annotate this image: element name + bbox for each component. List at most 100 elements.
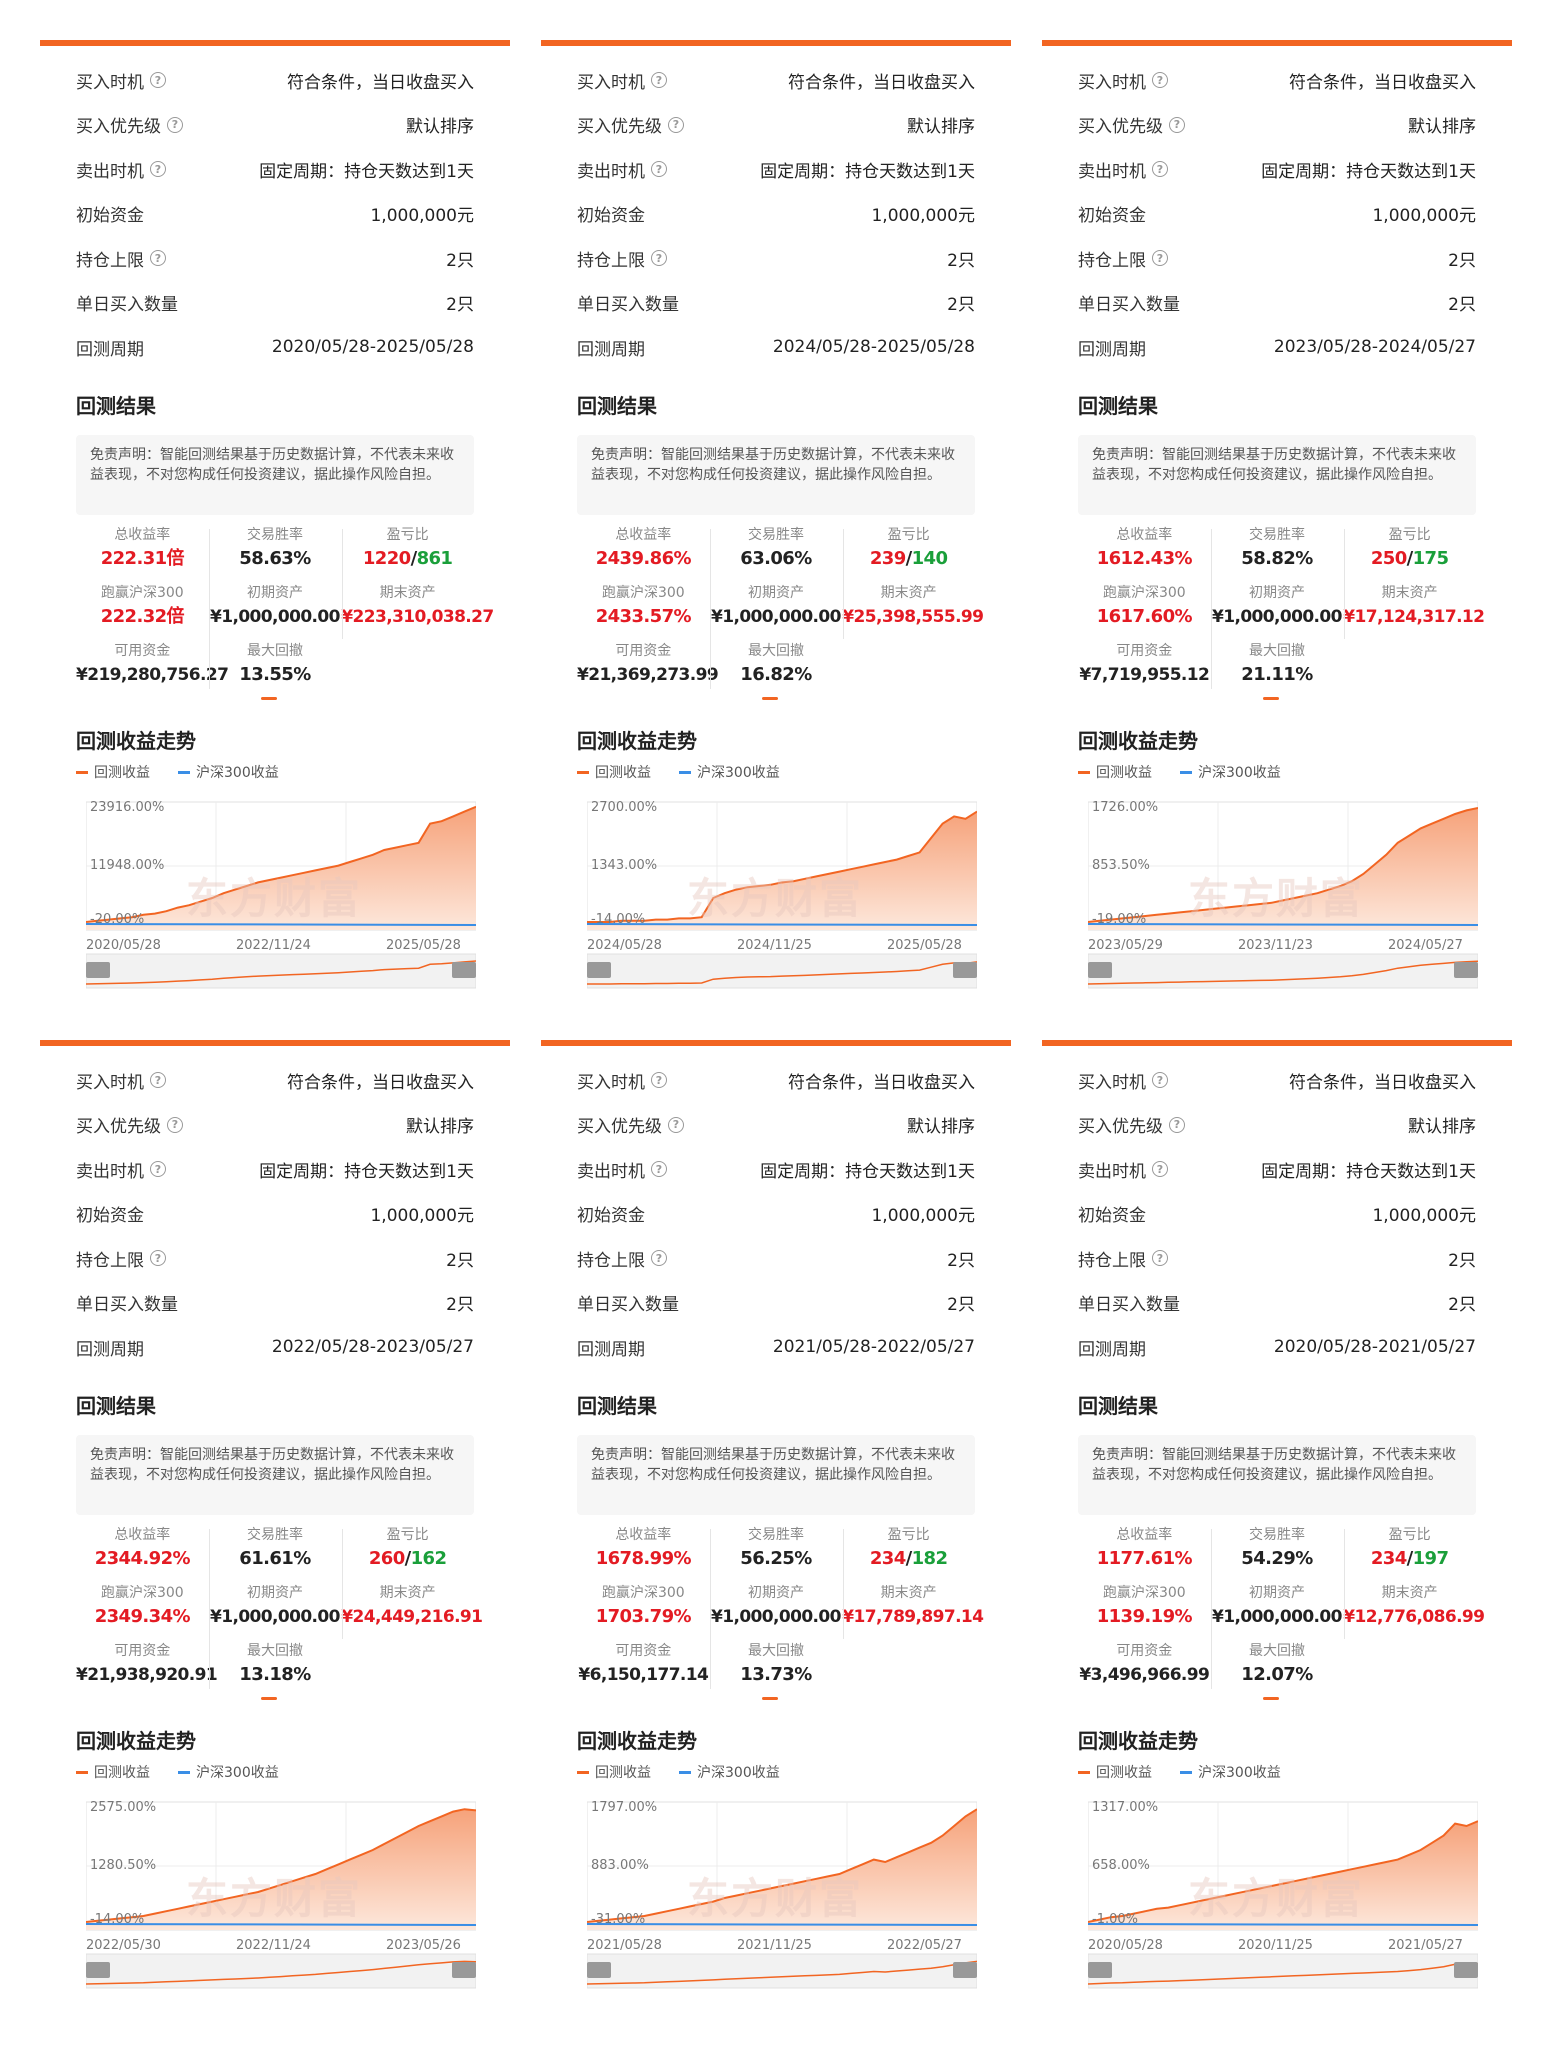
return-chart[interactable]: 东方财富 2700.00% 1343.00% -14.00% 2024/05/28 202… — [587, 790, 977, 1005]
help-icon[interactable]: ? — [651, 72, 667, 89]
help-icon[interactable]: ? — [651, 1072, 667, 1089]
row-label-text: 回测周期 — [1078, 1339, 1146, 1360]
navigator-track — [587, 953, 977, 989]
navigator-handle-left[interactable] — [1088, 1962, 1112, 1978]
accent-top-bar — [1042, 1040, 1512, 1046]
row-label-text: 卖出时机 — [76, 1161, 144, 1182]
navigator-handle-left[interactable] — [1088, 962, 1112, 978]
row-label: 回测周期 — [76, 1335, 144, 1360]
row-label-text: 持仓上限 — [1078, 1250, 1146, 1271]
legend-strategy[interactable]: 回测收益 — [577, 762, 651, 782]
help-icon[interactable]: ? — [651, 1250, 667, 1267]
navigator-handle-right[interactable] — [452, 962, 476, 978]
help-icon[interactable]: ? — [150, 250, 166, 267]
navigator-handle-left[interactable] — [587, 1962, 611, 1978]
navigator-handle-left[interactable] — [86, 1962, 110, 1978]
x-tick-end: 2022/05/27 — [887, 1938, 962, 1953]
legend-strategy[interactable]: 回测收益 — [577, 1762, 651, 1782]
navigator-handle-right[interactable] — [953, 962, 977, 978]
legend-swatch-hs300 — [178, 1770, 190, 1774]
result-title: 回测结果 — [1078, 1394, 1158, 1418]
backtest-panel: 买入时机? 符合条件，当日收盘买入 买入优先级? 默认排序 卖出时机? 固定周期：持仓天数… — [40, 40, 510, 1005]
legend-swatch-strategy — [1078, 770, 1090, 774]
legend-strategy[interactable]: 回测收益 — [1078, 1762, 1152, 1782]
stat-label: 期末资产 — [379, 1585, 436, 1601]
help-icon[interactable]: ? — [167, 1116, 183, 1133]
help-icon[interactable]: ? — [1152, 1161, 1168, 1178]
stat-label: 交易胜率 — [246, 1527, 303, 1543]
help-icon[interactable]: ? — [150, 72, 166, 89]
help-icon[interactable]: ? — [651, 161, 667, 178]
row-label-text: 初始资金 — [1078, 1206, 1146, 1227]
stat-label: 盈亏比 — [887, 527, 930, 543]
row-value: 1,000,000元 — [1372, 206, 1476, 227]
row-value: 2只 — [947, 295, 975, 316]
legend-strategy[interactable]: 回测收益 — [76, 1762, 150, 1782]
win-count: 1220 — [362, 548, 411, 569]
backtest-panel: 买入时机? 符合条件，当日收盘买入 买入优先级? 默认排序 卖出时机? 固定周期：持仓天数… — [1042, 1040, 1512, 2005]
legend-hs300[interactable]: 沪深300收益 — [178, 1762, 279, 1782]
row-label: 持仓上限? — [76, 246, 166, 271]
stat-value: 21.11% — [1241, 664, 1313, 685]
stat-label: 最大回撤 — [1248, 1643, 1305, 1659]
win-count: 234 — [1370, 1548, 1407, 1569]
return-chart[interactable]: 东方财富 23916.00% 11948.00% -20.00% 2020/05/28 2… — [86, 790, 476, 1005]
chart-plot — [86, 1801, 476, 1989]
legend-hs300[interactable]: 沪深300收益 — [1180, 1762, 1281, 1782]
help-icon[interactable]: ? — [150, 1072, 166, 1089]
stats-grid: 总收益率 2439.86% 交易胜率 63.06% 盈亏比 239/140 跑赢沪深300 2… — [577, 525, 984, 705]
navigator-handle-right[interactable] — [953, 1962, 977, 1978]
return-chart[interactable]: 东方财富 1726.00% 853.50% -19.00% 2023/05/29 2023… — [1088, 790, 1478, 1005]
beat-hs300-stat: 跑赢沪深300 1617.60% — [1078, 583, 1211, 631]
stat-label: 期末资产 — [1381, 1585, 1438, 1601]
row-value: 2020/05/28-2021/05/27 — [1273, 1337, 1476, 1358]
navigator-handle-right[interactable] — [452, 1962, 476, 1978]
stat-divider — [342, 529, 343, 639]
help-icon[interactable]: ? — [150, 1250, 166, 1267]
return-chart[interactable]: 东方财富 1797.00% 883.00% -31.00% 2021/05/28 2021… — [587, 1790, 977, 2005]
return-chart[interactable]: 东方财富 1317.00% 658.00% -1.00% 2020/05/28 2020/… — [1088, 1790, 1478, 2005]
help-icon[interactable]: ? — [1152, 1072, 1168, 1089]
help-icon[interactable]: ? — [1152, 250, 1168, 267]
stat-value: 1703.79% — [595, 1606, 692, 1627]
help-icon[interactable]: ? — [167, 116, 183, 133]
help-icon[interactable]: ? — [1169, 116, 1185, 133]
x-tick-mid: 2023/11/23 — [1238, 938, 1313, 953]
legend-strategy[interactable]: 回测收益 — [1078, 762, 1152, 782]
legend-hs300[interactable]: 沪深300收益 — [679, 762, 780, 782]
navigator-handle-left[interactable] — [86, 962, 110, 978]
legend-hs300[interactable]: 沪深300收益 — [679, 1762, 780, 1782]
return-chart[interactable]: 东方财富 2575.00% 1280.50% -14.00% 2022/05/30 202… — [86, 1790, 476, 2005]
help-icon[interactable]: ? — [150, 1161, 166, 1178]
help-icon[interactable]: ? — [1169, 1116, 1185, 1133]
help-icon[interactable]: ? — [651, 250, 667, 267]
legend-strategy[interactable]: 回测收益 — [76, 762, 150, 782]
row-label: 初始资金 — [1078, 1201, 1146, 1226]
legend-hs300[interactable]: 沪深300收益 — [1180, 762, 1281, 782]
row-label: 买入时机? — [76, 68, 166, 93]
trend-title: 回测收益走势 — [1078, 1729, 1198, 1753]
backtest-period-row: 回测周期 2023/05/28-2024/05/27 — [1078, 325, 1476, 370]
navigator-handle-right[interactable] — [1454, 962, 1478, 978]
legend-hs300[interactable]: 沪深300收益 — [178, 762, 279, 782]
stat-value: 63.06% — [740, 548, 812, 569]
x-tick-mid: 2021/11/25 — [737, 1938, 812, 1953]
help-icon[interactable]: ? — [1152, 161, 1168, 178]
legend-swatch-strategy — [577, 770, 589, 774]
hs300-line — [587, 923, 977, 926]
available-funds-stat: 可用资金 ¥21,938,920.91 — [76, 1641, 218, 1689]
row-label-text: 单日买入数量 — [76, 295, 178, 316]
help-icon[interactable]: ? — [1152, 1250, 1168, 1267]
navigator-handle-right[interactable] — [1454, 1962, 1478, 1978]
buy-time-row: 买入时机? 符合条件，当日收盘买入 — [577, 58, 975, 103]
help-icon[interactable]: ? — [150, 161, 166, 178]
trend-title: 回测收益走势 — [1078, 729, 1198, 753]
help-icon[interactable]: ? — [668, 116, 684, 133]
help-icon[interactable]: ? — [1152, 72, 1168, 89]
stat-value: ¥21,938,920.91 — [76, 1665, 218, 1685]
initial-capital-row: 初始资金 1,000,000元 — [577, 192, 975, 237]
navigator-handle-left[interactable] — [587, 962, 611, 978]
row-label: 买入优先级? — [76, 112, 183, 137]
help-icon[interactable]: ? — [668, 1116, 684, 1133]
help-icon[interactable]: ? — [651, 1161, 667, 1178]
